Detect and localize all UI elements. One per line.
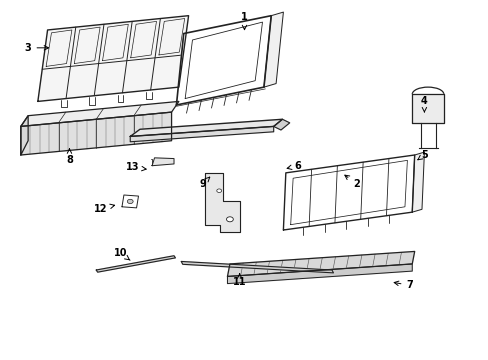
Polygon shape bbox=[204, 173, 239, 232]
Text: 8: 8 bbox=[66, 149, 73, 165]
Polygon shape bbox=[185, 22, 262, 99]
Text: 13: 13 bbox=[126, 162, 146, 172]
Text: 9: 9 bbox=[200, 177, 209, 189]
Polygon shape bbox=[122, 195, 138, 208]
Circle shape bbox=[127, 199, 133, 203]
Polygon shape bbox=[152, 158, 174, 166]
Circle shape bbox=[216, 189, 221, 193]
Text: 6: 6 bbox=[286, 161, 301, 171]
Text: 11: 11 bbox=[232, 274, 246, 287]
Text: 4: 4 bbox=[420, 96, 427, 112]
Text: 2: 2 bbox=[344, 175, 359, 189]
Text: 10: 10 bbox=[114, 248, 130, 260]
Polygon shape bbox=[96, 256, 175, 272]
Polygon shape bbox=[290, 160, 407, 225]
Polygon shape bbox=[130, 119, 282, 136]
Polygon shape bbox=[176, 16, 271, 105]
Polygon shape bbox=[181, 261, 333, 273]
Polygon shape bbox=[21, 112, 171, 155]
Polygon shape bbox=[264, 12, 283, 87]
Polygon shape bbox=[227, 251, 414, 276]
Polygon shape bbox=[21, 116, 28, 155]
Polygon shape bbox=[227, 264, 411, 284]
Polygon shape bbox=[273, 119, 289, 130]
Text: 3: 3 bbox=[25, 43, 48, 53]
Text: 5: 5 bbox=[417, 150, 427, 160]
Text: 12: 12 bbox=[94, 203, 114, 213]
Text: 1: 1 bbox=[241, 13, 247, 30]
Circle shape bbox=[226, 217, 233, 222]
Polygon shape bbox=[411, 94, 443, 123]
Polygon shape bbox=[21, 102, 179, 126]
Polygon shape bbox=[283, 155, 414, 230]
Polygon shape bbox=[38, 16, 188, 102]
Polygon shape bbox=[130, 126, 273, 142]
Text: 7: 7 bbox=[393, 280, 412, 291]
Polygon shape bbox=[411, 152, 424, 212]
